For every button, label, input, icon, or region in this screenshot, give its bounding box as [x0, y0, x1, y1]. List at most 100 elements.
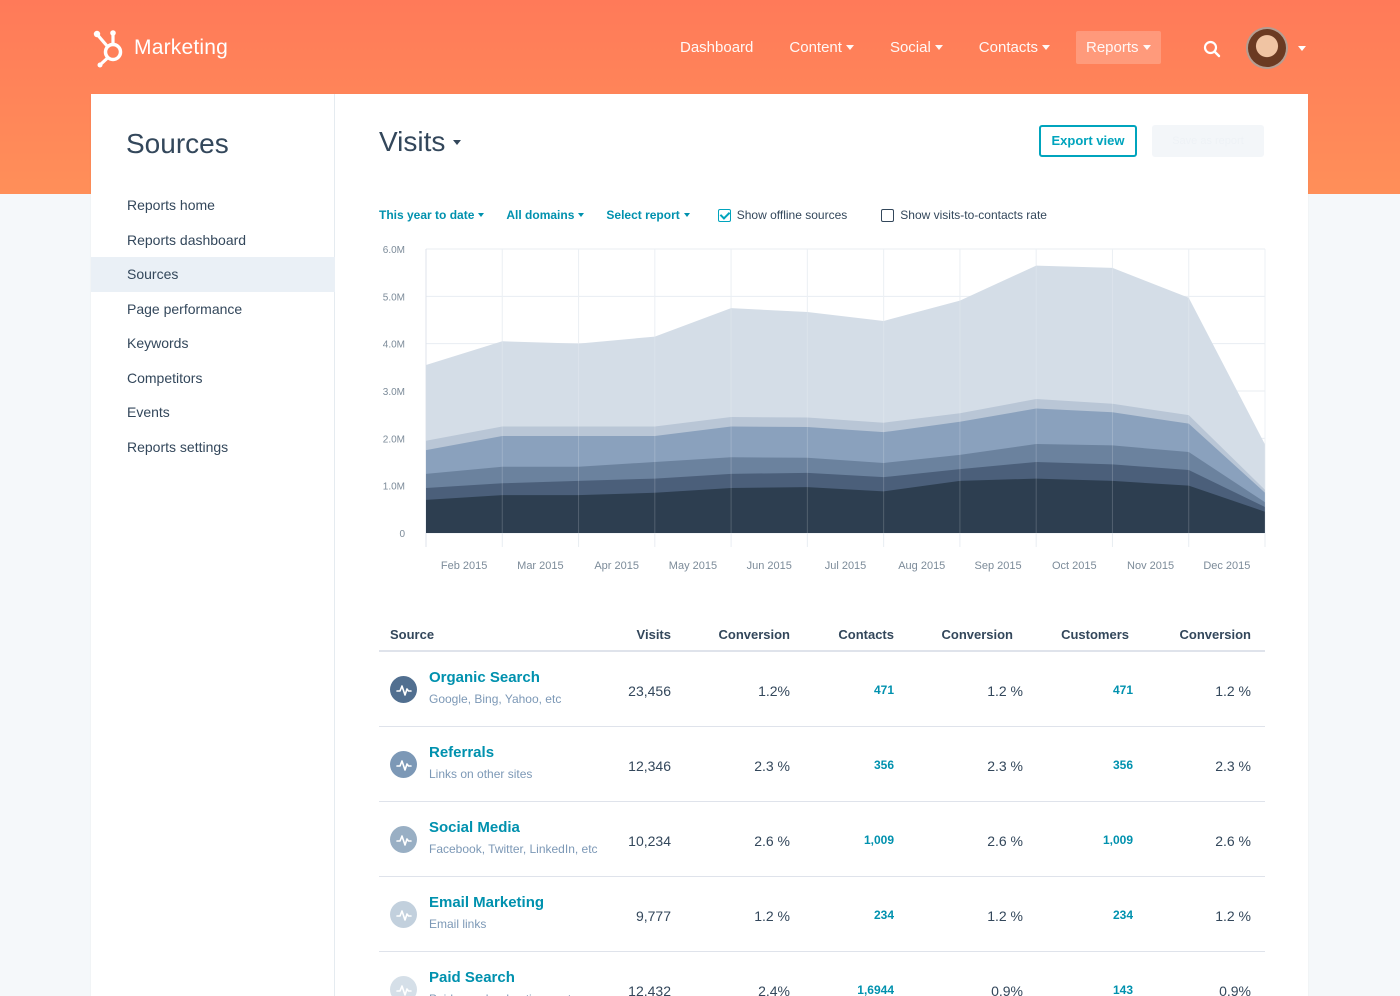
checkbox-unchecked-icon[interactable] [881, 208, 895, 222]
y-tick-label: 0 [399, 529, 405, 540]
source-name-link[interactable]: Organic Search [429, 669, 540, 686]
report-title-dropdown[interactable]: Visits [379, 126, 462, 158]
cell-visits: 9,777 [635, 908, 671, 924]
table-row[interactable]: Email Marketing Email links 9,777 1.2 % 234 1… [379, 877, 1265, 952]
caret-down-icon [453, 139, 462, 145]
chevron-down-icon[interactable] [1298, 46, 1306, 51]
cell-conv3: 2.6 % [1215, 833, 1251, 849]
cell-conv3: 0.9% [1219, 983, 1251, 996]
nav-item-reports[interactable]: Reports [1076, 31, 1161, 64]
sidebar-item-page-performance[interactable]: Page performance [127, 300, 243, 317]
cell-customers[interactable]: 234 [1112, 908, 1133, 922]
source-name-link[interactable]: Paid Search [429, 969, 515, 986]
cell-contacts[interactable]: 234 [873, 908, 894, 922]
source-description: Google, Bing, Yahoo, etc [429, 692, 562, 706]
cell-contacts[interactable]: 1,009 [863, 833, 894, 847]
y-tick-label: 1.0M [383, 482, 405, 493]
main-panel: Visits Export view Save as report This y… [335, 94, 1308, 996]
x-tick-label: May 2015 [669, 560, 717, 572]
source-description: Links on other sites [429, 767, 533, 781]
pulse-icon [390, 901, 417, 928]
x-tick-label: Jun 2015 [747, 560, 792, 572]
nav-item-social[interactable]: Social [880, 31, 953, 64]
x-tick-label: Sep 2015 [974, 560, 1021, 572]
app-logo[interactable]: Marketing [92, 28, 228, 68]
x-tick-label: Aug 2015 [898, 560, 945, 572]
cell-conv2: 1.2 % [987, 908, 1023, 924]
sidebar-item-sources[interactable]: Sources [91, 257, 335, 292]
source-description: Facebook, Twitter, LinkedIn, etc [429, 842, 598, 856]
x-tick-label: Apr 2015 [594, 560, 639, 572]
caret-down-icon [1042, 45, 1050, 50]
page-title: Visits [379, 126, 446, 157]
export-view-button[interactable]: Export view [1039, 125, 1137, 157]
cell-conv1: 2.4% [758, 983, 790, 996]
cell-conv2: 0.9% [991, 983, 1023, 996]
table-row[interactable]: Referrals Links on other sites 12,346 2.3 %… [379, 727, 1265, 802]
nav-item-content[interactable]: Content [779, 31, 864, 64]
cell-customers[interactable]: 356 [1112, 758, 1133, 772]
column-header[interactable]: Contacts [838, 627, 894, 642]
y-tick-label: 5.0M [383, 292, 405, 303]
cell-conv1: 1.2 % [754, 908, 790, 924]
domains-filter[interactable]: All domains [506, 208, 585, 222]
column-header[interactable]: Conversion [1179, 627, 1251, 642]
sidebar-item-reports-home[interactable]: Reports home [127, 197, 215, 213]
cell-customers[interactable]: 143 [1112, 983, 1133, 996]
pulse-icon [390, 751, 417, 778]
sidebar-title: Sources [126, 128, 229, 159]
source-description: Email links [429, 917, 487, 931]
visits-rate-checkbox[interactable]: Show visits-to-contacts rate [881, 208, 1047, 222]
nav-item-label: Dashboard [680, 39, 754, 56]
sidebar-item-events[interactable]: Events [127, 404, 170, 420]
user-avatar[interactable] [1246, 27, 1288, 69]
nav-item-dashboard[interactable]: Dashboard [670, 31, 763, 64]
cell-visits: 23,456 [628, 683, 671, 699]
cell-conv1: 2.6 % [754, 833, 790, 849]
nav-item-label: Contacts [978, 39, 1038, 56]
column-header[interactable]: Customers [1061, 627, 1129, 642]
offline-sources-checkbox[interactable]: Show offline sources [717, 208, 847, 222]
report-select-filter[interactable]: Select report [606, 208, 690, 222]
cell-conv2: 2.6 % [987, 833, 1023, 849]
save-report-button[interactable]: Save as report [1152, 125, 1264, 157]
source-name-link[interactable]: Email Marketing [429, 894, 545, 911]
cell-customers[interactable]: 471 [1112, 683, 1133, 697]
search-icon[interactable] [1203, 40, 1221, 58]
table-row[interactable]: Social Media Facebook, Twitter, LinkedIn,… [379, 802, 1265, 877]
sidebar-item-reports-settings[interactable]: Reports settings [127, 438, 229, 455]
date-range-filter[interactable]: This year to date [379, 208, 485, 222]
table-row[interactable]: Paid Search Paid search advertisement 12,4… [379, 952, 1265, 996]
cell-conv1: 1.2% [758, 683, 790, 699]
caret-down-icon [1142, 45, 1151, 50]
nav-item-contacts[interactable]: Contacts [969, 31, 1060, 64]
pulse-icon [390, 676, 417, 703]
sidebar-item-reports-dashboard[interactable]: Reports dashboard [127, 231, 247, 248]
caret-down-icon [683, 213, 690, 217]
domains-label: All domains [506, 208, 575, 222]
cell-contacts[interactable]: 1,6944 [857, 983, 894, 996]
x-tick-label: Nov 2015 [1127, 560, 1174, 572]
column-header[interactable]: Visits [636, 627, 671, 642]
cell-contacts[interactable]: 356 [873, 758, 894, 772]
source-name-link[interactable]: Social Media [429, 819, 520, 836]
column-header[interactable]: Conversion [718, 627, 790, 642]
sidebar-item-keywords[interactable]: Keywords [127, 335, 189, 351]
source-name-link[interactable]: Referrals [429, 744, 495, 761]
x-tick-label: Jul 2015 [825, 560, 867, 572]
sidebar-item-competitors[interactable]: Competitors [127, 369, 203, 386]
main-nav: Dashboard Content Social Contacts Reports [670, 31, 1177, 64]
x-tick-label: Oct 2015 [1052, 560, 1097, 572]
cell-contacts[interactable]: 471 [873, 683, 894, 697]
x-tick-label: Feb 2015 [441, 560, 487, 572]
cell-conv2: 1.2 % [987, 683, 1023, 699]
cell-customers[interactable]: 1,009 [1102, 833, 1133, 847]
table-row[interactable]: Organic Search Google, Bing, Yahoo, etc 23… [379, 652, 1265, 727]
cell-conv3: 1.2 % [1215, 908, 1251, 924]
source-description: Paid search advertisement [429, 992, 571, 996]
column-header[interactable]: Conversion [941, 627, 1013, 642]
sidebar: Sources Reports home Reports dashboard Sou… [91, 94, 335, 996]
sprocket-logo-icon [93, 30, 123, 68]
checkbox-checked-icon[interactable] [717, 208, 731, 222]
table-header: Source Visits Conversion Contacts Conversion… [379, 614, 1265, 652]
